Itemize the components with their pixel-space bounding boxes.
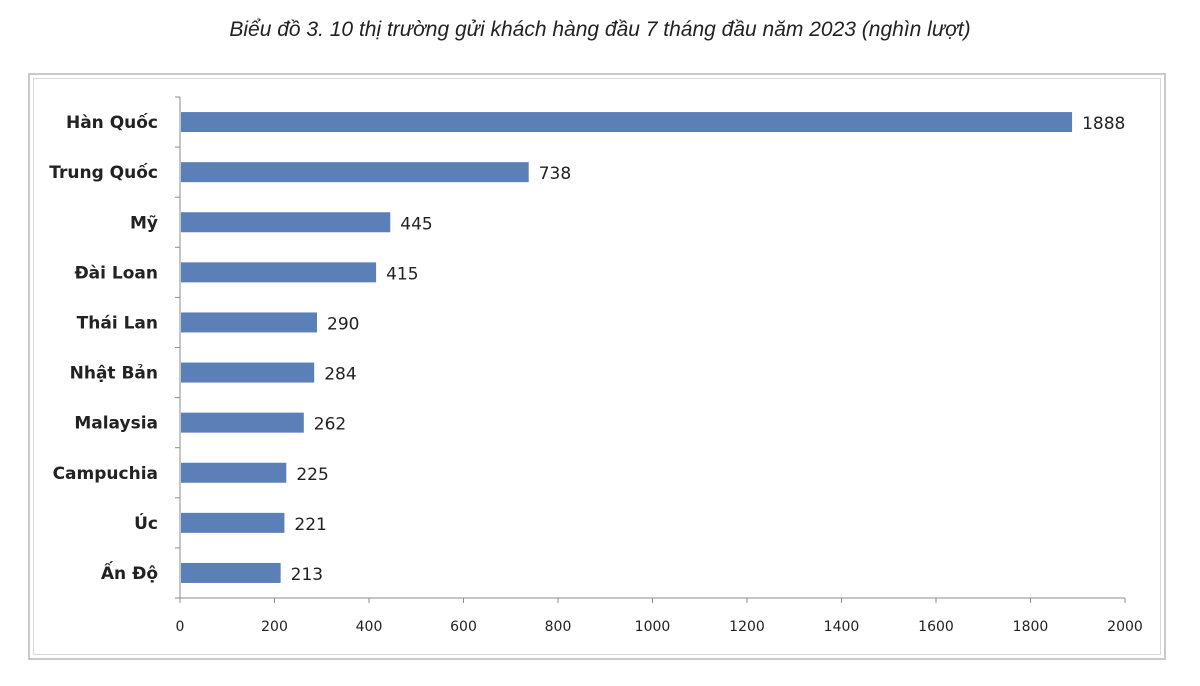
bar [181,162,529,183]
category-label: Thái Lan [77,313,158,333]
value-label: 738 [539,164,571,184]
bar [181,312,318,333]
x-tick-label: 0 [176,619,185,635]
bar [181,562,281,583]
value-label: 262 [314,415,346,435]
bar [181,212,391,233]
category-label: Nhật Bản [70,364,158,384]
value-label: 1888 [1082,114,1125,134]
bar [181,462,287,483]
x-tick-label: 1000 [635,619,671,635]
category-label: Ấn Độ [101,560,158,584]
x-tick-label: 1600 [918,619,954,635]
value-label: 284 [324,365,356,385]
x-tick-label: 1400 [824,619,860,635]
x-tick-label: 1800 [1013,619,1049,635]
category-label: Mỹ [130,213,158,233]
bar [181,512,285,533]
category-label: Malaysia [74,414,158,434]
category-label: Úc [134,512,158,534]
x-tick-label: 800 [545,619,572,635]
chart-title: Biểu đồ 3. 10 thị trường gửi khách hàng … [229,18,971,41]
x-tick-label: 600 [450,619,477,635]
category-label: Hàn Quốc [66,112,158,133]
category-label: Trung Quốc [49,162,158,183]
bar [181,412,304,433]
category-label: Campuchia [53,464,158,484]
value-label: 221 [294,515,326,535]
value-label: 445 [400,214,432,234]
value-label: 415 [386,264,418,284]
bar [181,362,315,383]
x-tick-label: 1200 [729,619,765,635]
value-label: 213 [291,565,323,585]
x-tick-label: 400 [356,619,383,635]
category-label: Đài Loan [74,263,158,283]
value-label: 225 [296,465,328,485]
value-label: 290 [327,314,359,334]
bar [181,112,1073,133]
bar [181,262,377,283]
x-tick-label: 2000 [1107,619,1143,635]
chart-frame-inner [33,78,1161,655]
x-tick-label: 200 [261,619,288,635]
